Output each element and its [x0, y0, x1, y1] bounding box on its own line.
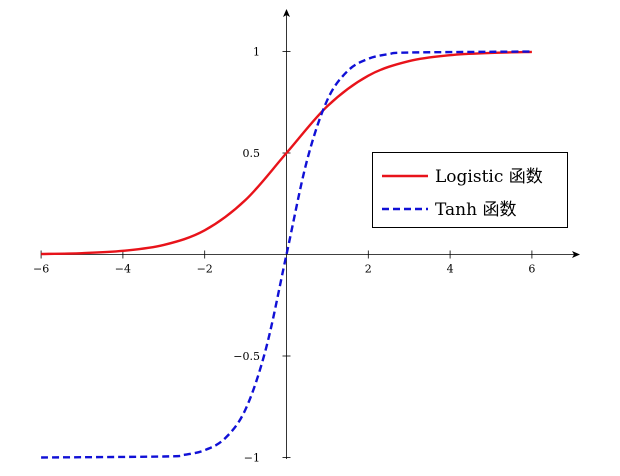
- x-tick-label: −6: [33, 263, 49, 276]
- series-line-tanh: [41, 50, 532, 459]
- x-tick-label: 6: [528, 263, 535, 276]
- axes: [42, 9, 580, 459]
- x-axis-arrow: [572, 251, 580, 258]
- legend: Logistic 函数 Tanh 函数: [372, 152, 568, 228]
- x-tick-label: −4: [115, 263, 131, 276]
- y-axis-arrow: [283, 9, 290, 17]
- x-tick-label: 2: [365, 263, 372, 276]
- series-line-logistic: [41, 50, 532, 256]
- x-tick-label: 4: [447, 263, 454, 276]
- legend-label-logistic: Logistic 函数: [435, 167, 543, 187]
- series-group: [41, 50, 532, 459]
- legend-box: [372, 152, 568, 228]
- y-tick-label: 1: [253, 46, 260, 59]
- y-tick-label: −0.5: [233, 350, 260, 363]
- x-tick-label: −2: [197, 263, 213, 276]
- ticks: −6 −4 −2 2 4 6 −1 −0.5 0.5 1: [33, 46, 535, 465]
- legend-label-tanh: Tanh 函数: [435, 200, 516, 220]
- y-tick-label: −1: [244, 452, 260, 465]
- y-tick-label: 0.5: [243, 147, 261, 160]
